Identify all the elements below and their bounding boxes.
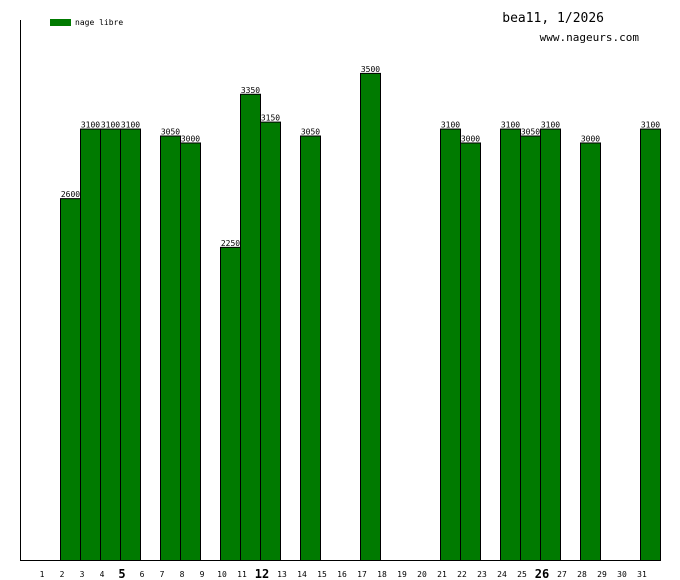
x-tick-label-11: 11 [237, 570, 247, 579]
legend-swatch [50, 19, 71, 26]
site-url: www.nageurs.com [540, 31, 640, 44]
value-label-day-8: 3000 [181, 134, 200, 143]
x-tick-label-21: 21 [437, 570, 447, 579]
bar-day-2 [60, 198, 81, 562]
bar-day-3 [80, 128, 101, 561]
value-label-day-26: 3100 [541, 121, 560, 130]
bars-group [60, 72, 661, 562]
x-tick-label-13: 13 [277, 570, 287, 579]
x-tick-label-31: 31 [637, 570, 647, 579]
x-tick-label-7: 7 [160, 570, 165, 579]
value-label-day-14: 3050 [301, 128, 320, 137]
bar-day-24 [500, 128, 521, 561]
bar-day-31 [640, 128, 661, 561]
value-label-day-28: 3000 [581, 134, 600, 143]
value-label-day-3: 3100 [81, 121, 100, 130]
value-label-day-22: 3000 [461, 134, 480, 143]
bar-day-25 [520, 135, 541, 561]
x-tick-label-27: 27 [557, 570, 567, 579]
x-tick-label-23: 23 [477, 570, 487, 579]
value-label-day-31: 3100 [641, 121, 660, 130]
bar-day-8 [180, 142, 201, 562]
x-tick-label-15: 15 [317, 570, 327, 579]
value-label-day-17: 3500 [361, 65, 380, 74]
x-tick-label-29: 29 [597, 570, 607, 579]
x-tick-label-10: 10 [217, 570, 227, 579]
bar-day-17 [360, 72, 381, 561]
x-tick-label-24: 24 [497, 570, 507, 579]
x-tick-label-14: 14 [297, 570, 307, 579]
value-label-day-10: 2250 [221, 239, 240, 248]
x-tick-label-17: 17 [357, 570, 367, 579]
bar-day-10 [220, 246, 241, 561]
x-tick-label-26: 26 [535, 567, 549, 580]
bar-day-28 [580, 142, 601, 562]
x-tick-label-28: 28 [577, 570, 587, 579]
bar-day-12 [260, 121, 281, 562]
x-tick-label-22: 22 [457, 570, 467, 579]
value-label-day-7: 3050 [161, 128, 180, 137]
value-label-day-4: 3100 [101, 121, 120, 130]
bar-day-14 [300, 135, 321, 561]
x-tick-label-1: 1 [40, 570, 45, 579]
bar-day-26 [540, 128, 561, 561]
x-tick-label-2: 2 [60, 570, 65, 579]
chart-title: bea11, 1/2026 [502, 11, 604, 26]
bar-day-4 [100, 128, 121, 561]
x-tick-label-18: 18 [377, 570, 387, 579]
value-label-day-11: 3350 [241, 86, 260, 95]
bar-day-11 [240, 93, 261, 562]
x-tick-label-20: 20 [417, 570, 427, 579]
x-tick-label-12: 12 [255, 567, 269, 580]
x-tick-label-19: 19 [397, 570, 407, 579]
x-tick-label-5: 5 [118, 567, 125, 580]
legend: nage libre [50, 18, 123, 27]
bar-day-7 [160, 135, 181, 561]
bar-day-22 [460, 142, 481, 562]
x-tick-label-3: 3 [80, 570, 85, 579]
x-tick-label-8: 8 [180, 570, 185, 579]
value-label-day-2: 2600 [61, 190, 80, 199]
value-label-day-5: 3100 [121, 121, 140, 130]
x-tick-label-16: 16 [337, 570, 347, 579]
value-label-day-12: 3150 [261, 114, 280, 123]
x-tick-labels-group: 1 2 3 4 5 6 7 8 9 10 11 12 13 14 15 16 17 18 19 20 21 22 23 24 2… [40, 567, 647, 580]
x-tick-label-30: 30 [617, 570, 627, 579]
x-tick-label-4: 4 [100, 570, 105, 579]
bar-day-5 [120, 128, 141, 561]
value-label-day-21: 3100 [441, 121, 460, 130]
x-tick-label-25: 25 [517, 570, 527, 579]
x-tick-label-6: 6 [140, 570, 145, 579]
value-label-day-25: 3050 [521, 128, 540, 137]
bar-day-21 [440, 128, 461, 561]
value-label-day-24: 3100 [501, 121, 520, 130]
legend-label: nage libre [75, 18, 123, 27]
x-tick-label-9: 9 [200, 570, 205, 579]
